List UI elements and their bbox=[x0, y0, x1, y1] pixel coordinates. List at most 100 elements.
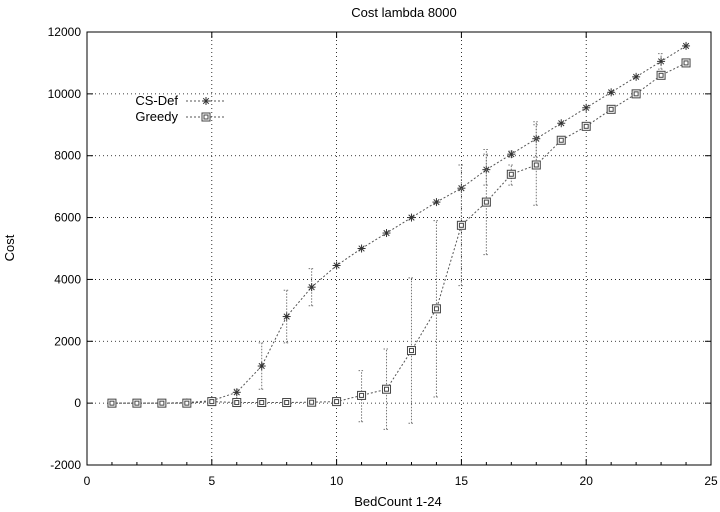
data-point bbox=[607, 88, 616, 97]
star-stroke bbox=[608, 89, 615, 96]
star-stroke bbox=[202, 97, 210, 105]
box-inner bbox=[408, 348, 414, 354]
x-tick-label: 25 bbox=[704, 474, 718, 488]
data-point bbox=[107, 398, 117, 408]
box-inner bbox=[309, 399, 315, 405]
star-stroke bbox=[558, 120, 565, 127]
data-point bbox=[556, 135, 566, 145]
data-point bbox=[632, 72, 641, 81]
y-tick-label: 6000 bbox=[54, 211, 81, 225]
data-point bbox=[557, 119, 566, 128]
y-tick-label: 2000 bbox=[54, 334, 81, 348]
data-point bbox=[357, 390, 367, 400]
data-point bbox=[531, 160, 541, 170]
box-inner bbox=[433, 306, 439, 312]
star-stroke bbox=[333, 262, 340, 269]
data-point bbox=[682, 41, 691, 50]
series-greedy bbox=[107, 58, 691, 430]
data-point bbox=[582, 103, 591, 112]
series-layer bbox=[107, 41, 691, 430]
x-axis-label: BedCount 1-24 bbox=[354, 494, 441, 509]
data-point bbox=[432, 198, 441, 207]
box-inner bbox=[508, 171, 514, 177]
box-inner bbox=[234, 400, 240, 406]
legend-marker bbox=[202, 97, 210, 105]
axes: 0 5 10 15 20 25-20000200040006000800010000120… bbox=[48, 25, 718, 488]
legend-label: CS-Def bbox=[135, 93, 178, 108]
data-point bbox=[382, 229, 391, 238]
box-inner bbox=[533, 162, 539, 168]
data-point bbox=[332, 397, 342, 407]
star-stroke bbox=[583, 104, 590, 111]
box-inner bbox=[184, 400, 190, 406]
box-inner bbox=[203, 114, 209, 120]
box-inner bbox=[359, 392, 365, 398]
box-inner bbox=[583, 123, 589, 129]
y-tick-label: 12000 bbox=[48, 25, 82, 39]
series-line bbox=[111, 62, 687, 404]
star-stroke bbox=[408, 214, 415, 221]
x-tick-label: 20 bbox=[580, 474, 594, 488]
x-tick-label: 0 bbox=[84, 474, 91, 488]
box-inner bbox=[209, 399, 215, 405]
data-point bbox=[207, 397, 217, 407]
data-point bbox=[656, 70, 666, 80]
data-point bbox=[631, 89, 641, 99]
y-tick-label: 8000 bbox=[54, 149, 81, 163]
data-point bbox=[332, 261, 341, 270]
data-point bbox=[357, 244, 366, 253]
box-inner bbox=[259, 400, 265, 406]
data-point bbox=[132, 398, 142, 408]
data-point bbox=[431, 304, 441, 314]
star-stroke bbox=[358, 245, 365, 252]
data-point bbox=[382, 384, 392, 394]
data-point bbox=[257, 362, 266, 371]
legend-label: Greedy bbox=[135, 109, 178, 124]
data-point bbox=[506, 169, 516, 179]
data-point bbox=[232, 398, 242, 408]
x-tick-label: 5 bbox=[208, 474, 215, 488]
plot-frame bbox=[86, 31, 712, 466]
x-tick-label: 10 bbox=[330, 474, 344, 488]
box-inner bbox=[109, 400, 115, 406]
box-inner bbox=[608, 106, 614, 112]
data-point bbox=[182, 398, 192, 408]
series-cs-def bbox=[107, 41, 691, 408]
data-point bbox=[481, 197, 491, 207]
data-point bbox=[282, 398, 292, 408]
box-inner bbox=[683, 60, 689, 66]
box-inner bbox=[134, 400, 140, 406]
box-inner bbox=[558, 137, 564, 143]
star-stroke bbox=[657, 58, 665, 65]
star-stroke bbox=[383, 229, 390, 237]
star-stroke bbox=[308, 284, 315, 291]
box-inner bbox=[334, 399, 340, 405]
x-tick-label: 15 bbox=[455, 474, 469, 488]
data-point bbox=[681, 58, 691, 68]
star-stroke bbox=[508, 151, 515, 158]
data-point bbox=[307, 397, 317, 407]
data-point bbox=[507, 150, 516, 159]
data-point bbox=[257, 398, 267, 408]
star-stroke bbox=[233, 389, 240, 396]
star-stroke bbox=[682, 42, 690, 50]
y-tick-label: 0 bbox=[74, 396, 81, 410]
star-stroke bbox=[283, 313, 290, 320]
data-point bbox=[657, 57, 666, 66]
series-line bbox=[111, 45, 687, 404]
star-stroke bbox=[433, 198, 440, 206]
box-inner bbox=[159, 400, 165, 406]
star-stroke bbox=[258, 362, 265, 370]
data-point bbox=[606, 104, 616, 114]
box-inner bbox=[658, 72, 664, 78]
data-point bbox=[157, 398, 167, 408]
grid-lines bbox=[87, 32, 711, 465]
data-point bbox=[307, 283, 316, 292]
legend-marker bbox=[201, 112, 211, 122]
y-axis-label: Cost bbox=[2, 234, 17, 261]
data-point bbox=[407, 213, 416, 222]
box-inner bbox=[284, 400, 290, 406]
box-inner bbox=[458, 222, 464, 228]
